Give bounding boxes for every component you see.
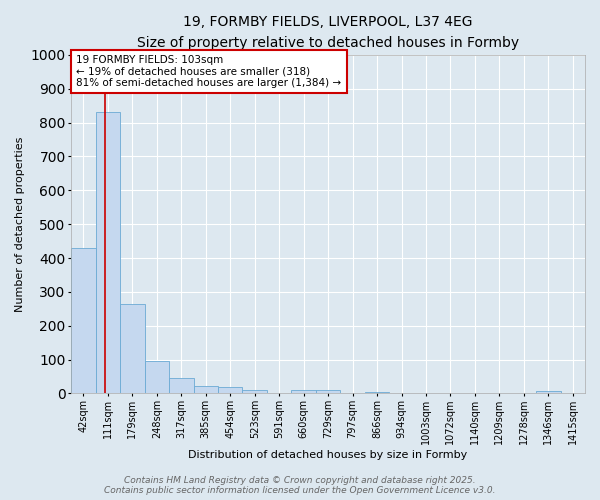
Bar (218, 388, 242, 394)
Text: 19 FORMBY FIELDS: 103sqm
← 19% of detached houses are smaller (318)
81% of semi-: 19 FORMBY FIELDS: 103sqm ← 19% of detach… (76, 55, 341, 88)
Bar (292, 390, 316, 394)
Bar (120, 304, 145, 394)
Bar (145, 361, 169, 394)
Bar (365, 392, 389, 394)
Y-axis label: Number of detached properties: Number of detached properties (15, 136, 25, 312)
Bar (194, 386, 218, 394)
Bar (536, 390, 560, 394)
Bar (96, 112, 120, 394)
Bar (169, 378, 194, 394)
X-axis label: Distribution of detached houses by size in Formby: Distribution of detached houses by size … (188, 450, 468, 460)
Text: Contains HM Land Registry data © Crown copyright and database right 2025.
Contai: Contains HM Land Registry data © Crown c… (104, 476, 496, 495)
Title: 19, FORMBY FIELDS, LIVERPOOL, L37 4EG
Size of property relative to detached hous: 19, FORMBY FIELDS, LIVERPOOL, L37 4EG Si… (137, 15, 519, 50)
Bar (316, 390, 340, 394)
Bar (71, 248, 96, 394)
Bar (242, 390, 267, 394)
